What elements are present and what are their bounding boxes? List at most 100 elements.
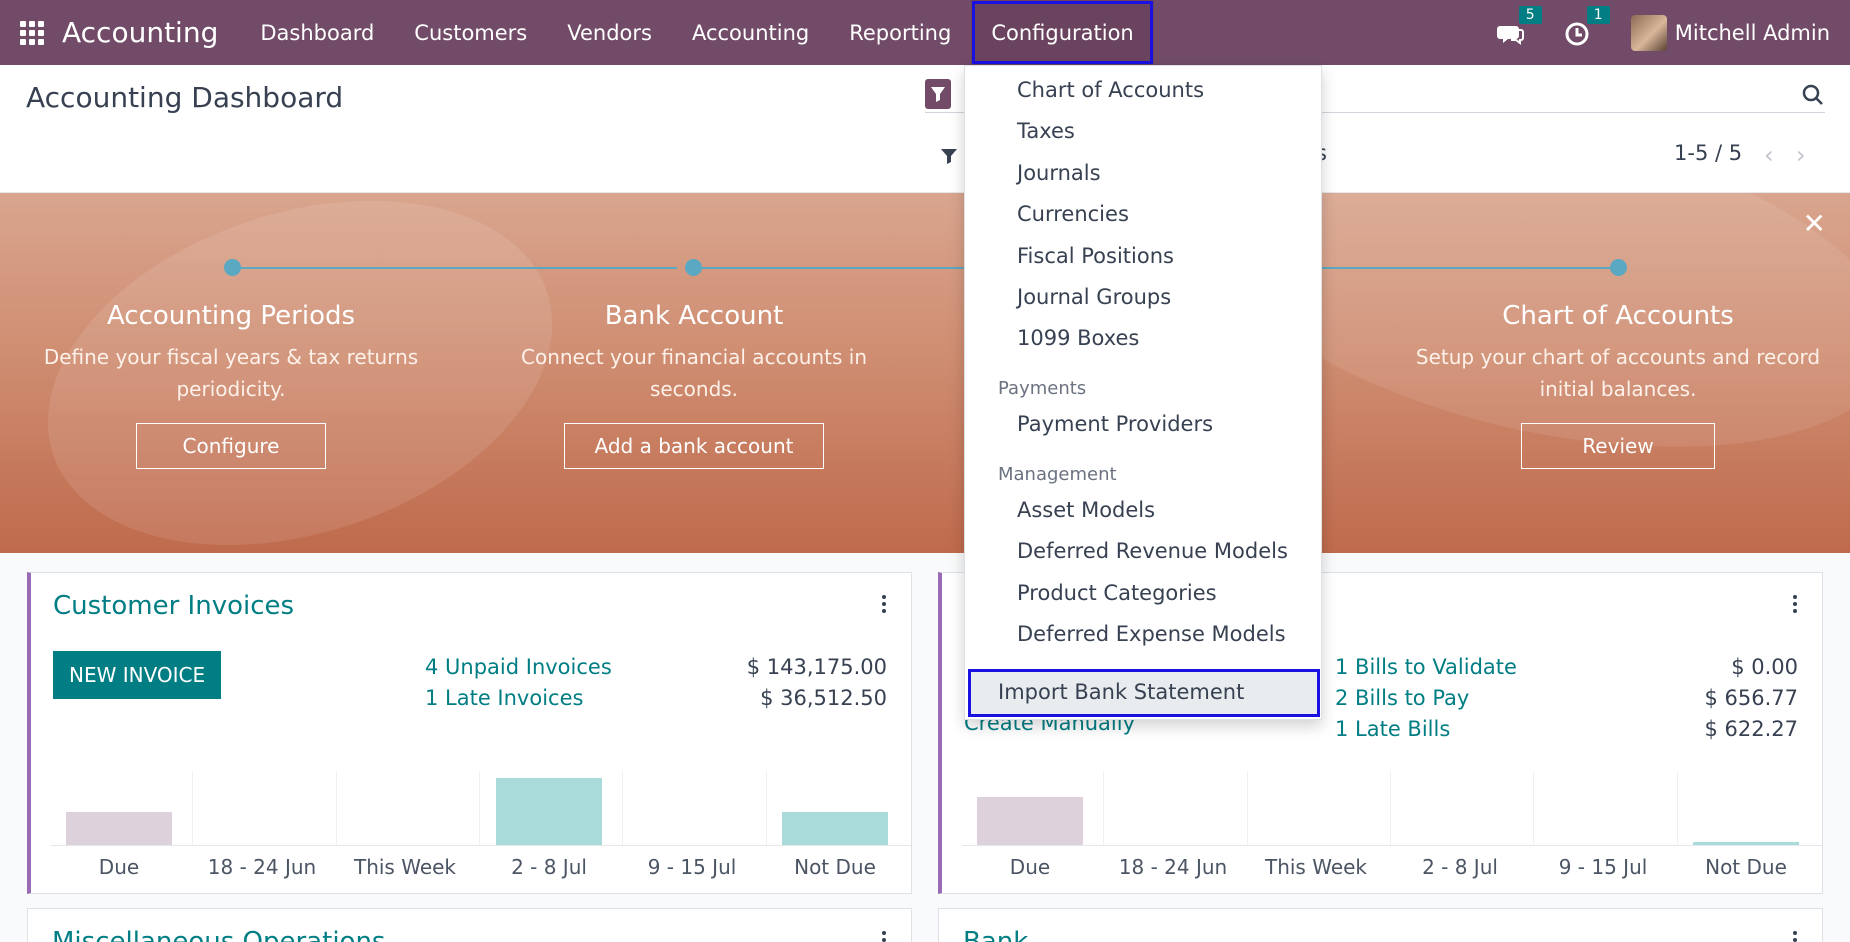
chart-gridline bbox=[622, 771, 623, 845]
step-dot bbox=[685, 259, 702, 276]
dropdown-item-fiscal-positions[interactable]: Fiscal Positions bbox=[1017, 244, 1174, 268]
clock-icon bbox=[1565, 22, 1589, 45]
chart-tick-label: This Week bbox=[1264, 855, 1368, 879]
dropdown-section-management: Management bbox=[998, 464, 1117, 485]
dropdown-item-currencies[interactable]: Currencies bbox=[1017, 202, 1129, 226]
pager-next-icon[interactable]: › bbox=[1796, 141, 1806, 169]
dropdown-item-journal-groups[interactable]: Journal Groups bbox=[1017, 285, 1172, 309]
configuration-dropdown: Chart of Accounts Taxes Journals Currenc… bbox=[964, 65, 1322, 720]
pager-previous-icon[interactable]: ‹ bbox=[1764, 141, 1774, 169]
chart-tick-label: Not Due bbox=[1705, 855, 1787, 879]
step-description: Define your fiscal years & tax returns p… bbox=[43, 345, 419, 401]
dropdown-item-product-categories[interactable]: Product Categories bbox=[1017, 581, 1217, 605]
top-navbar: Accounting Dashboard Customers Vendors A… bbox=[0, 0, 1850, 65]
chart-gridline bbox=[1390, 771, 1391, 845]
menu-vendors[interactable]: Vendors bbox=[567, 20, 652, 45]
chart-tick-label: 2 - 8 Jul bbox=[1422, 855, 1498, 879]
chart-bar[interactable] bbox=[977, 797, 1083, 845]
add-bank-account-button[interactable]: Add a bank account bbox=[563, 423, 825, 469]
activities-button[interactable]: 1 bbox=[1563, 5, 1610, 48]
user-avatar[interactable] bbox=[1630, 14, 1667, 51]
menu-accounting[interactable]: Accounting bbox=[691, 20, 810, 45]
card-title[interactable]: Miscellaneous Operations bbox=[52, 927, 386, 942]
apps-menu-icon[interactable] bbox=[20, 20, 44, 45]
dropdown-item-chart-of-accounts[interactable]: Chart of Accounts bbox=[1017, 78, 1205, 102]
dropdown-item-asset-models[interactable]: Asset Models bbox=[1017, 498, 1156, 522]
chart-bar[interactable] bbox=[782, 812, 888, 845]
kebab-menu-icon[interactable] bbox=[1792, 929, 1798, 942]
control-panel: Accounting Dashboard s 1-5 / 5 ‹ › bbox=[0, 65, 1850, 193]
app-brand[interactable]: Accounting bbox=[62, 16, 219, 49]
configure-button[interactable]: Configure bbox=[135, 423, 327, 469]
chart-gridline bbox=[1677, 771, 1678, 845]
chart-baseline bbox=[962, 845, 1822, 846]
misc-operations-card: Miscellaneous Operations bbox=[27, 908, 912, 942]
card-title[interactable]: Customer Invoices bbox=[53, 591, 295, 621]
chart-gridline bbox=[1103, 771, 1104, 845]
late-invoices-amount: $ 36,512.50 bbox=[760, 686, 887, 710]
dropdown-item-journals[interactable]: Journals bbox=[1017, 161, 1101, 185]
bills-to-validate-link[interactable]: 1 Bills to Validate bbox=[1335, 655, 1517, 679]
unpaid-invoices-link[interactable]: 4 Unpaid Invoices bbox=[425, 655, 612, 679]
pager-value[interactable]: 1-5 / 5 bbox=[1674, 141, 1743, 165]
chart-bar[interactable] bbox=[496, 778, 602, 845]
late-bills-link[interactable]: 1 Late Bills bbox=[1335, 717, 1451, 741]
dropdown-item-deferred-expense-models[interactable]: Deferred Expense Models bbox=[1017, 622, 1286, 646]
chart-gridline bbox=[336, 771, 337, 845]
dropdown-item-deferred-revenue-models[interactable]: Deferred Revenue Models bbox=[1017, 539, 1288, 563]
late-invoices-link[interactable]: 1 Late Invoices bbox=[425, 686, 584, 710]
chart-bar[interactable] bbox=[66, 812, 172, 845]
chat-bubbles-icon bbox=[1496, 25, 1524, 45]
user-menu[interactable]: Mitchell Admin bbox=[1674, 20, 1830, 45]
chart-gridline bbox=[766, 771, 767, 845]
messages-button[interactable]: 5 bbox=[1495, 5, 1542, 48]
new-invoice-button[interactable]: NEW INVOICE bbox=[53, 651, 222, 699]
messages-badge: 5 bbox=[1518, 5, 1542, 24]
bills-to-pay-link[interactable]: 2 Bills to Pay bbox=[1335, 686, 1470, 710]
dropdown-item-payment-providers[interactable]: Payment Providers bbox=[1017, 412, 1214, 436]
chart-gridline bbox=[479, 771, 480, 845]
step-dot bbox=[224, 259, 241, 276]
kebab-menu-icon[interactable] bbox=[881, 929, 887, 942]
card-title[interactable]: Bank bbox=[963, 927, 1029, 942]
chart-bar[interactable] bbox=[1693, 842, 1799, 845]
menu-reporting[interactable]: Reporting bbox=[849, 20, 952, 45]
filter-facet[interactable] bbox=[925, 79, 951, 109]
step-accounting-periods: Accounting Periods Define your fiscal ye… bbox=[21, 301, 441, 469]
filter-icon[interactable] bbox=[940, 147, 958, 165]
chart-gridline bbox=[1247, 771, 1248, 845]
onboarding-banner: Accounting Periods Define your fiscal ye… bbox=[0, 193, 1850, 553]
chart-gridline bbox=[1533, 771, 1534, 845]
chart-tick-label: 9 - 15 Jul bbox=[1558, 855, 1648, 879]
step-bank-account: Bank Account Connect your financial acco… bbox=[484, 301, 904, 469]
chart-baseline bbox=[51, 845, 911, 846]
dropdown-item-taxes[interactable]: Taxes bbox=[1017, 119, 1075, 143]
funnel-icon bbox=[931, 87, 945, 102]
late-bills-amount: $ 622.27 bbox=[1704, 717, 1798, 741]
kebab-menu-icon[interactable] bbox=[1792, 593, 1798, 613]
review-button[interactable]: Review bbox=[1521, 423, 1715, 469]
menu-configuration[interactable]: Configuration bbox=[971, 0, 1154, 65]
search-icon[interactable] bbox=[1801, 83, 1825, 107]
bills-bar-chart[interactable]: Due 18 - 24 Jun This Week 2 - 8 Jul 9 - 15 J… bbox=[962, 771, 1822, 879]
progress-line bbox=[700, 267, 1000, 269]
dropdown-item-1099-boxes[interactable]: 1099 Boxes bbox=[1017, 326, 1140, 350]
chart-tick-label: Not Due bbox=[794, 855, 876, 879]
step-dot bbox=[1610, 259, 1627, 276]
kebab-menu-icon[interactable] bbox=[881, 593, 887, 613]
customer-invoices-card: Customer Invoices NEW INVOICE 4 Unpaid I… bbox=[27, 572, 912, 894]
search-input[interactable] bbox=[925, 77, 1825, 113]
menu-dashboard[interactable]: Dashboard bbox=[260, 20, 375, 45]
close-banner-icon[interactable]: ✕ bbox=[1802, 207, 1826, 240]
step-description: Connect your financial accounts in secon… bbox=[521, 345, 867, 401]
dropdown-item-import-bank-statement[interactable]: Import Bank Statement bbox=[968, 669, 1320, 717]
menu-customers[interactable]: Customers bbox=[414, 20, 528, 45]
invoices-bar-chart[interactable]: Due 18 - 24 Jun This Week 2 - 8 Jul 9 - 15 J… bbox=[51, 771, 911, 879]
chart-tick-label: 9 - 15 Jul bbox=[647, 855, 737, 879]
bank-card: Bank bbox=[938, 908, 1823, 942]
chart-tick-label: 2 - 8 Jul bbox=[511, 855, 587, 879]
step-chart-of-accounts: Chart of Accounts Setup your chart of ac… bbox=[1408, 301, 1828, 469]
step-title: Chart of Accounts bbox=[1502, 301, 1734, 331]
chart-tick-label: This Week bbox=[353, 855, 457, 879]
step-description: Setup your chart of accounts and record … bbox=[1415, 345, 1821, 401]
